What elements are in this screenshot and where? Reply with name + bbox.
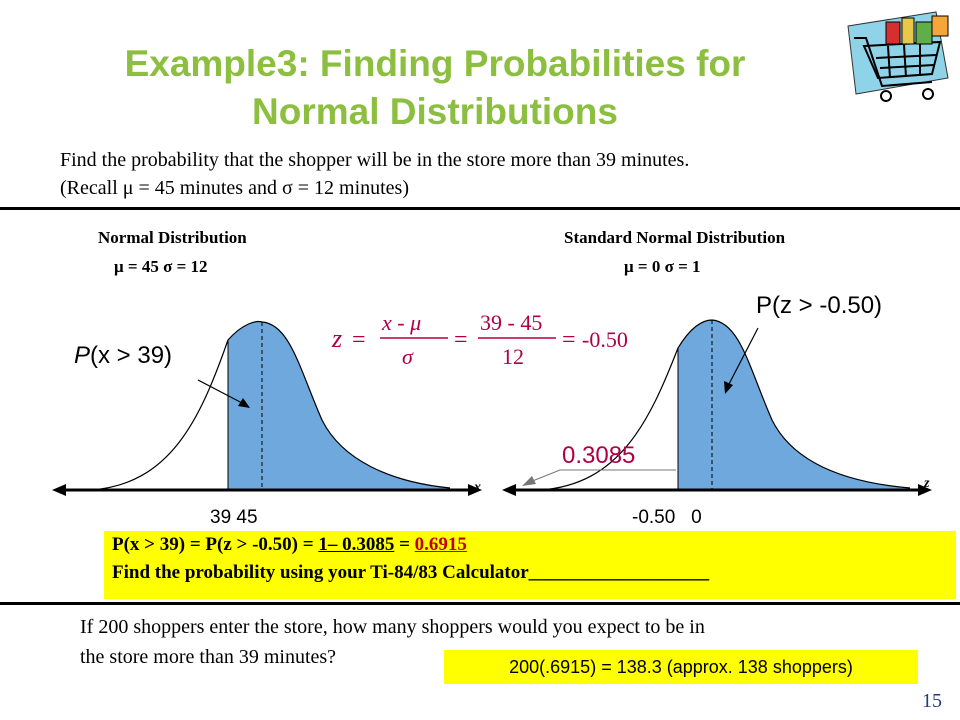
shaded-area-left — [228, 321, 450, 490]
pointer-arrowhead-right — [724, 381, 733, 394]
z-score-formula: z = x - μ σ = 39 - 45 12 = -0.50 — [331, 310, 628, 369]
prob-label-left: P(x > 39) — [74, 342, 173, 369]
right-heading: Standard Normal Distribution — [564, 228, 786, 247]
pointer-line-right — [727, 327, 759, 387]
svg-text:=: = — [352, 327, 366, 353]
tail-area-value: 0.3085 — [562, 442, 636, 469]
title-line-1: Example3: Finding Probabilities for — [124, 43, 746, 84]
x-axis-name: x — [474, 480, 481, 495]
tick-labels-right: -0.50 0 — [632, 507, 702, 528]
svg-text:39 - 45: 39 - 45 — [480, 310, 542, 335]
pointer-arrowhead-left — [238, 398, 250, 408]
svg-text:x - μ: x - μ — [381, 310, 421, 335]
prob-label-right: P(z > -0.50) — [756, 292, 883, 319]
left-params: μ = 45 σ = 12 — [114, 257, 208, 276]
arrow-left-end — [502, 484, 516, 496]
left-heading: Normal Distribution — [98, 228, 247, 247]
title-line-2: Normal Distributions — [252, 91, 618, 132]
tail-arrow-line-2 — [529, 469, 561, 483]
svg-text:=: = — [454, 327, 468, 353]
pointer-line-left — [197, 379, 245, 405]
solution-box: P(x > 39) = P(z > -0.50) = 1– 0.3085 = 0… — [104, 531, 956, 599]
page-number: 15 — [922, 690, 942, 712]
question-text: Find the probability that the shopper wi… — [60, 146, 689, 202]
arrow-left-end — [52, 484, 66, 496]
svg-text:z: z — [331, 324, 342, 353]
tail-arrowhead — [522, 476, 536, 486]
svg-text:-0.50: -0.50 — [582, 327, 628, 352]
top-divider — [0, 207, 960, 210]
question-2: If 200 shoppers enter the store, how man… — [80, 612, 940, 672]
solution-line-2: Find the probability using your Ti-84/83… — [112, 562, 710, 583]
shaded-area-right — [678, 320, 910, 490]
question-line-1: Find the probability that the shopper wi… — [60, 149, 690, 171]
tick-labels-left: 39 45 — [210, 507, 258, 528]
shopping-cart-icon — [847, 11, 949, 102]
svg-text:σ: σ — [402, 344, 414, 369]
normal-curve-left — [52, 320, 482, 496]
solution-line-1: P(x > 39) = P(z > -0.50) = 1– 0.3085 = 0… — [112, 534, 467, 555]
z-axis-name: z — [924, 476, 930, 491]
normal-curve-right — [502, 319, 932, 496]
svg-text:=: = — [562, 327, 576, 353]
question-2-line-2: the store more than 39 minutes? — [80, 646, 337, 668]
page-title: Example3: Finding Probabilities for Norm… — [60, 40, 810, 136]
bottom-divider — [0, 602, 960, 605]
arrow-right-end — [468, 484, 482, 496]
arrow-right-end — [918, 484, 932, 496]
right-params: μ = 0 σ = 1 — [624, 257, 701, 276]
answer-box: 200(.6915) = 138.3 (approx. 138 shoppers… — [444, 650, 918, 684]
question-2-line-1: If 200 shoppers enter the store, how man… — [80, 616, 705, 638]
svg-text:12: 12 — [502, 344, 524, 369]
question-line-2: (Recall μ = 45 minutes and σ = 12 minute… — [60, 177, 410, 199]
